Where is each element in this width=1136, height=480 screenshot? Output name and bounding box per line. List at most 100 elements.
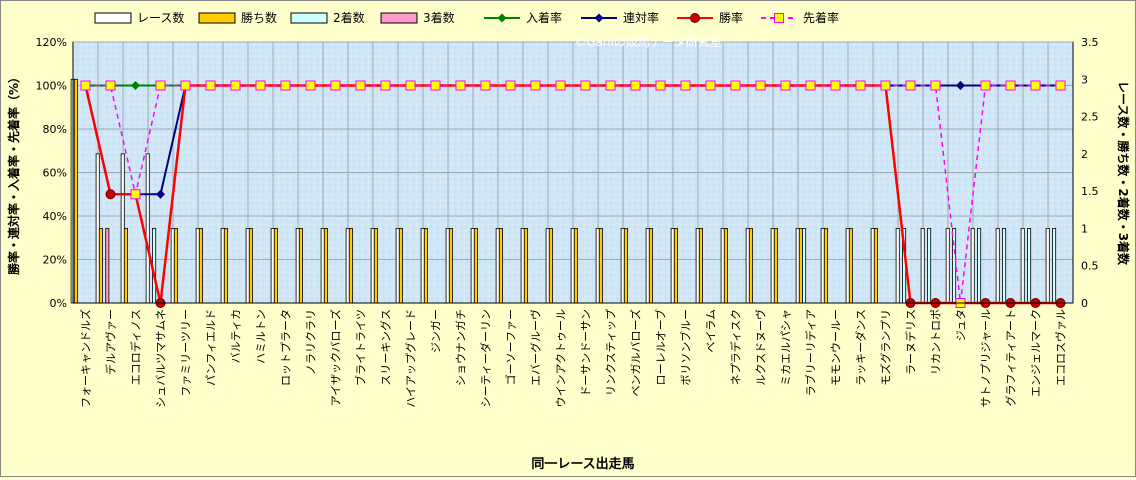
y-tick-left-label: 100% (36, 80, 67, 93)
y-tick-right-label: 1.5 (1081, 185, 1099, 198)
legend-label: 2着数 (333, 10, 365, 25)
bar-races (195, 228, 200, 304)
point-lead-rate (330, 80, 341, 91)
y-axis-left-title: 勝率・連対率・入着率・先着率（%） (6, 71, 21, 275)
bar-races (770, 228, 775, 304)
point-lead-rate (430, 80, 441, 91)
y-tick-right-label: 3 (1081, 73, 1088, 86)
y-tick-right-label: 0.5 (1081, 260, 1099, 273)
point-lead-rate (630, 80, 641, 91)
bar-races (545, 228, 550, 304)
bar-races (595, 228, 600, 304)
x-tick-label: アイザックバローズ (329, 309, 343, 406)
legend-marker (594, 13, 604, 23)
bar-second (1027, 228, 1032, 304)
bar-wins (273, 228, 278, 304)
bar-wins (223, 228, 228, 304)
x-tick-label: ゴーソーファー (504, 309, 518, 385)
bar-second (802, 228, 807, 304)
y-tick-left-label: 120% (36, 36, 67, 49)
x-tick-label: バルティカ (230, 309, 243, 363)
bar-wins (398, 228, 403, 304)
point-lead-rate (205, 80, 216, 91)
legend-label: 入着率 (526, 10, 562, 25)
legend-label: レース数 (137, 10, 184, 25)
x-axis-title: 同一レース出走馬 (531, 456, 634, 472)
x-tick-label: リンクスティップ (605, 309, 618, 396)
watermark: ©Ganiの競馬データ研究室 (574, 34, 722, 49)
bar-wins (723, 228, 728, 304)
bar-races (420, 228, 425, 304)
legend: レース数 勝ち数 2着数 3着数 入着率 連対率 勝率 先着率 (94, 10, 839, 25)
x-tick-label: グラフィティアート (1004, 309, 1018, 406)
bar-wins (373, 228, 378, 304)
bar-races (1045, 228, 1050, 304)
bar-races (695, 228, 700, 304)
point-lead-rate (830, 80, 841, 91)
point-lead-rate (980, 80, 991, 91)
y-tick-left-label: 20% (43, 254, 67, 267)
x-tick-label: ベイラム (705, 309, 718, 353)
bar-races (170, 228, 175, 304)
x-tick-label: ルクスドヌーヴ (754, 309, 768, 386)
x-tick-label: リカントロポ (930, 309, 943, 375)
legend-swatch (380, 12, 418, 24)
legend-marker (690, 13, 700, 23)
bar-races (745, 228, 750, 304)
bar-wins (473, 228, 478, 304)
point-lead-rate (380, 80, 391, 91)
point-lead-rate (480, 80, 491, 91)
x-tick-label: ショウナンガチ (455, 309, 468, 386)
x-tick-label: ラーヌデリス (904, 309, 918, 375)
point-lead-rate (280, 80, 291, 91)
bar-races (270, 228, 275, 304)
x-tick-label: ラブリーリディア (804, 309, 818, 396)
bar-wins (448, 228, 453, 304)
bar-wins (298, 228, 303, 304)
x-tick-label: ラッキーダンス (854, 309, 868, 386)
bar-races (495, 228, 500, 304)
bar-races (295, 228, 300, 304)
bar-races (320, 228, 325, 304)
bar-races (345, 228, 350, 304)
bar-races (570, 228, 575, 304)
y-axis-right-title: レース数・勝ち数・2着数・3着数 (1116, 81, 1131, 266)
point-lead-rate (1030, 80, 1041, 91)
bar-wins (698, 228, 703, 304)
point-lead-rate (305, 80, 316, 91)
y-tick-left-label: 60% (43, 167, 67, 180)
bar-races (520, 228, 525, 304)
bar-wins (73, 78, 78, 304)
bar-third (105, 228, 110, 304)
point-lead-rate (580, 80, 591, 91)
x-tick-label: フォーキャンドルズ (79, 309, 93, 408)
bar-wins (773, 228, 778, 304)
bar-second (1002, 228, 1007, 304)
x-tick-label: モズグランプリ (879, 309, 893, 386)
y-tick-right-label: 2.5 (1081, 111, 1099, 124)
x-tick-label: ジュタ (955, 309, 968, 341)
bar-wins (198, 228, 203, 304)
point-rentai-rate (956, 81, 965, 90)
point-lead-rate (805, 80, 816, 91)
bar-second (1052, 228, 1057, 304)
bar-races (370, 228, 375, 304)
point-lead-rate (80, 80, 91, 91)
x-tick-label: ハミルトン (255, 309, 268, 364)
x-tick-label: ウインアクトゥール (555, 309, 568, 407)
bar-races (620, 228, 625, 304)
point-lead-rate (455, 80, 466, 91)
bar-wins (523, 228, 528, 304)
bar-wins (648, 228, 653, 304)
y-tick-right-label: 0 (1081, 297, 1088, 310)
bar-second (952, 228, 957, 304)
bar-races (245, 228, 250, 304)
bar-races (795, 228, 800, 304)
legend-label: 先着率 (803, 10, 839, 25)
bars (70, 78, 1057, 304)
x-tick-label: エコロスヴァル (1054, 309, 1068, 386)
bar-races (895, 228, 900, 304)
bar-wins (323, 228, 328, 304)
bar-races (645, 228, 650, 304)
point-lead-rate (130, 189, 141, 200)
